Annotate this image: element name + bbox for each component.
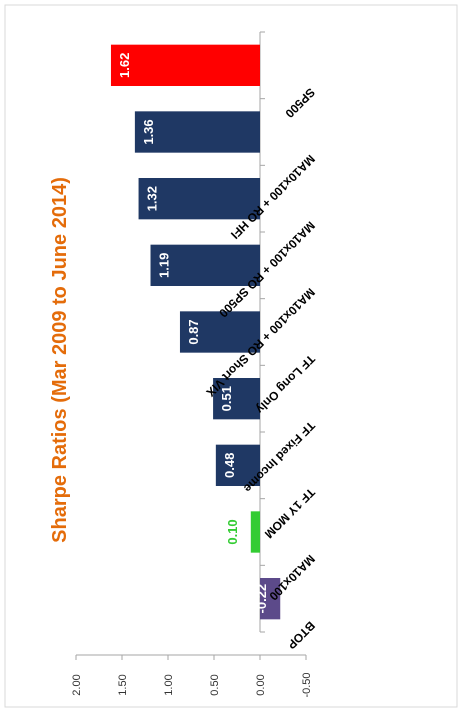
value-tick-label: -0.50 [301,672,313,697]
bar-ma10x100-ro-short-vix [150,244,260,286]
value-tick-label: 1.00 [163,674,175,695]
value-label-ma10x100: 0.10 [225,519,240,544]
value-tick-label: 0.50 [209,674,221,695]
bars: 1.62 1.36 1.32 1.19 0.87 0.51 0.48 0.10 -0.22 [110,44,281,620]
value-label-sp500: 1.62 [117,53,132,78]
value-tick-label: 1.50 [117,674,129,695]
value-label-btop: -0.22 [254,584,269,614]
bar-tf-long-only [179,311,260,353]
chart-border [4,4,458,708]
bar-ma10x100 [250,511,260,553]
bar-tf-fixed-income [213,378,260,420]
value-label-ma10x100-ro-hfi: 1.36 [141,119,156,144]
value-label-ma10x100-ro-short-vix: 1.19 [157,253,172,278]
value-tick-label: 2.00 [71,674,83,695]
bar-sp500 [110,44,261,86]
value-tick-label: 0.00 [255,674,267,695]
bar-tf-1y-mom [215,444,260,486]
value-label-ma10x100-ro-sp500: 1.32 [145,186,160,211]
bar-ma10x100-ro-sp500 [138,178,260,220]
bar-ma10x100-ro-hfi [134,111,260,153]
value-label-tf-fixed-income: 0.51 [219,386,234,411]
value-label-tf-1y-mom: 0.48 [222,453,237,478]
bar-btop [260,578,281,620]
value-label-tf-long-only: 0.87 [186,319,201,344]
chart-title: Sharpe Ratios (Mar 2009 to June 2014) [49,177,71,543]
